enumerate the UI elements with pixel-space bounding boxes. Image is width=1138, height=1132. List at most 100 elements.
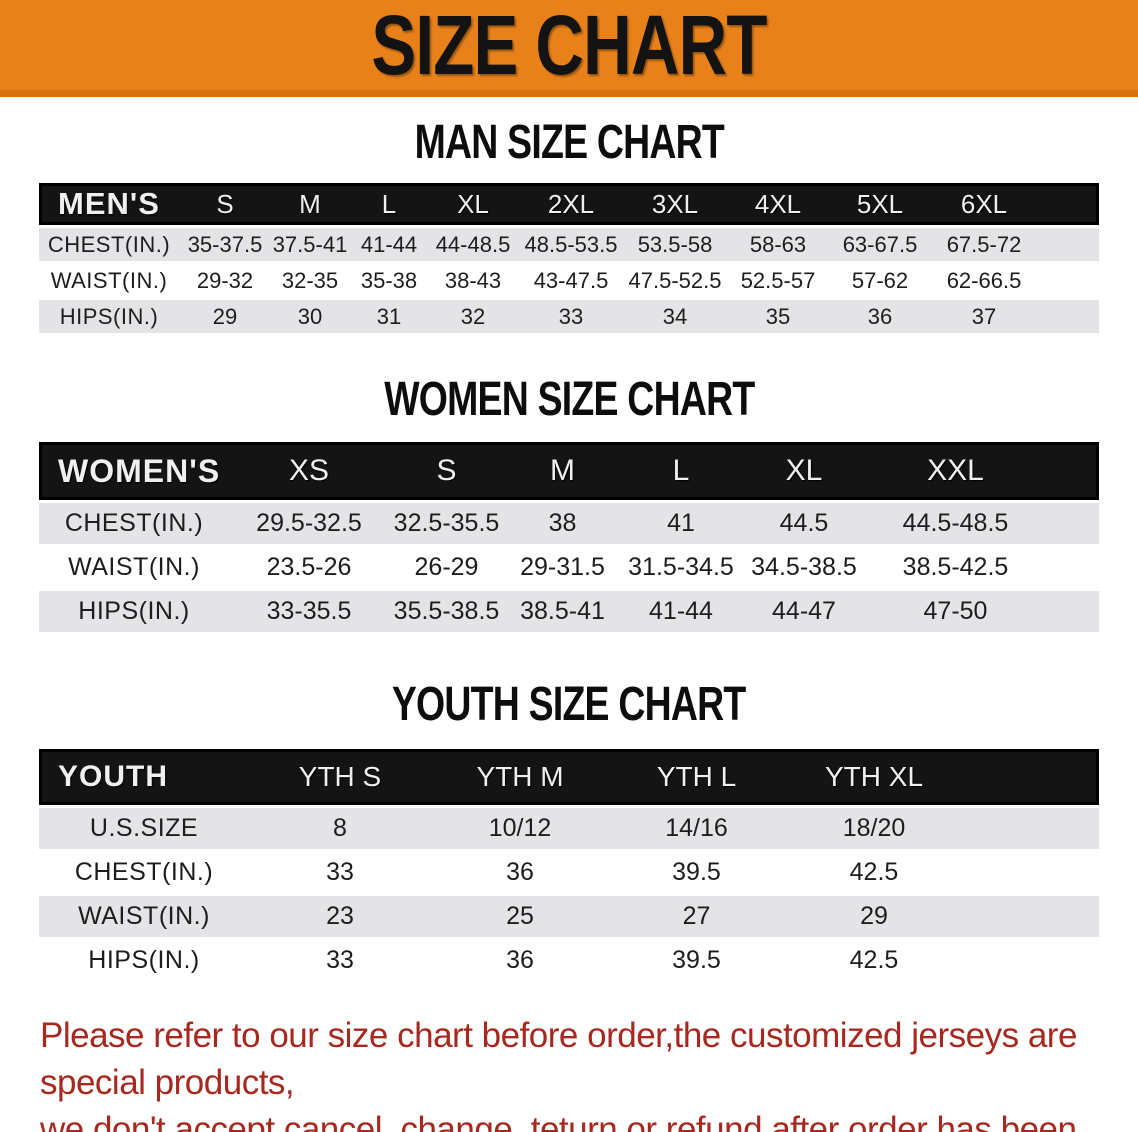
row-label: HIPS(IN.)	[39, 300, 179, 333]
size-value-cell: 52.5-57	[725, 264, 831, 297]
women-section-heading: WOMEN SIZE CHART	[0, 374, 1138, 426]
size-value-cell: 39.5	[609, 852, 784, 893]
size-value-cell: 44-47	[741, 591, 867, 632]
header-spacer	[1044, 442, 1099, 500]
men-size-table: MEN'S S M L XL 2XL 3XL 4XL 5XL 6XL CHEST(IN.) 35-37…	[39, 180, 1099, 336]
size-column-header: M	[504, 442, 621, 500]
row-spacer	[1044, 547, 1099, 588]
header-spacer	[1039, 183, 1099, 225]
row-spacer	[964, 940, 1099, 981]
size-value-cell: 29-32	[179, 264, 271, 297]
table-header-row: WOMEN'S XS S M L XL XXL	[39, 442, 1099, 500]
size-value-cell: 14/16	[609, 808, 784, 849]
table-header-row: YOUTH YTH S YTH M YTH L YTH XL	[39, 749, 1099, 805]
size-value-cell: 33	[249, 940, 431, 981]
size-column-header: XXL	[867, 442, 1044, 500]
size-value-cell: 38	[504, 503, 621, 544]
men-section-heading-text: MAN SIZE CHART	[414, 116, 724, 169]
size-value-cell: 27	[609, 896, 784, 937]
row-label: CHEST(IN.)	[39, 228, 179, 261]
size-chart-banner: SIZE CHART	[0, 0, 1138, 97]
youth-size-chart-section: YOUTH SIZE CHART YOUTH YTH S YTH M YTH L YTH…	[0, 679, 1138, 984]
size-value-cell: 32.5-35.5	[389, 503, 504, 544]
size-value-cell: 29	[784, 896, 964, 937]
size-value-cell: 25	[431, 896, 609, 937]
size-value-cell: 29.5-32.5	[229, 503, 389, 544]
row-label: WAIST(IN.)	[39, 264, 179, 297]
youth-section-heading: YOUTH SIZE CHART	[0, 679, 1138, 731]
men-size-chart-section: MAN SIZE CHART MEN'S S M L XL 2XL 3XL 4XL 5XL 6XL…	[0, 117, 1138, 336]
size-value-cell: 30	[271, 300, 349, 333]
size-value-cell: 35	[725, 300, 831, 333]
row-spacer	[1039, 228, 1099, 261]
table-row: WAIST(IN.) 29-32 32-35 35-38 38-43 43-47.5 47.…	[39, 264, 1099, 297]
row-spacer	[1044, 591, 1099, 632]
youth-size-table: YOUTH YTH S YTH M YTH L YTH XL U.S.SIZE 8 10/12…	[39, 746, 1099, 984]
size-column-header: YTH M	[431, 749, 609, 805]
size-value-cell: 44.5	[741, 503, 867, 544]
row-spacer	[964, 896, 1099, 937]
size-column-header: S	[179, 183, 271, 225]
row-spacer	[1039, 264, 1099, 297]
size-value-cell: 62-66.5	[929, 264, 1039, 297]
size-value-cell: 35-38	[349, 264, 429, 297]
size-column-header: S	[389, 442, 504, 500]
size-value-cell: 31	[349, 300, 429, 333]
table-row: HIPS(IN.) 29 30 31 32 33 34 35 36 37	[39, 300, 1099, 333]
row-spacer	[964, 808, 1099, 849]
women-size-chart-section: WOMEN SIZE CHART WOMEN'S XS S M L XL XXL CHEST(…	[0, 374, 1138, 635]
size-value-cell: 33-35.5	[229, 591, 389, 632]
table-corner-label: YOUTH	[39, 749, 249, 805]
size-value-cell: 10/12	[431, 808, 609, 849]
size-value-cell: 36	[431, 852, 609, 893]
size-value-cell: 26-29	[389, 547, 504, 588]
size-value-cell: 32-35	[271, 264, 349, 297]
table-corner-label: WOMEN'S	[39, 442, 229, 500]
size-value-cell: 23	[249, 896, 431, 937]
size-value-cell: 38-43	[429, 264, 517, 297]
table-row: CHEST(IN.) 29.5-32.5 32.5-35.5 38 41 44.5 44.5…	[39, 503, 1099, 544]
table-row: WAIST(IN.) 23 25 27 29	[39, 896, 1099, 937]
size-value-cell: 41-44	[349, 228, 429, 261]
size-value-cell: 29-31.5	[504, 547, 621, 588]
size-value-cell: 18/20	[784, 808, 964, 849]
size-column-header: 6XL	[929, 183, 1039, 225]
size-value-cell: 32	[429, 300, 517, 333]
row-spacer	[1044, 503, 1099, 544]
size-column-header: XS	[229, 442, 389, 500]
size-value-cell: 44-48.5	[429, 228, 517, 261]
youth-section-heading-text: YOUTH SIZE CHART	[392, 678, 746, 731]
banner-title: SIZE CHART	[371, 0, 767, 92]
size-value-cell: 33	[249, 852, 431, 893]
size-value-cell: 63-67.5	[831, 228, 929, 261]
row-spacer	[964, 852, 1099, 893]
size-value-cell: 37.5-41	[271, 228, 349, 261]
size-column-header: YTH L	[609, 749, 784, 805]
size-value-cell: 41-44	[621, 591, 741, 632]
size-column-header: XL	[741, 442, 867, 500]
size-value-cell: 42.5	[784, 852, 964, 893]
table-row: U.S.SIZE 8 10/12 14/16 18/20	[39, 808, 1099, 849]
size-column-header: 3XL	[625, 183, 725, 225]
row-label: HIPS(IN.)	[39, 940, 249, 981]
size-value-cell: 36	[431, 940, 609, 981]
size-value-cell: 35-37.5	[179, 228, 271, 261]
size-value-cell: 33	[517, 300, 625, 333]
size-value-cell: 36	[831, 300, 929, 333]
size-value-cell: 8	[249, 808, 431, 849]
size-value-cell: 67.5-72	[929, 228, 1039, 261]
size-column-header: 2XL	[517, 183, 625, 225]
row-spacer	[1039, 300, 1099, 333]
size-value-cell: 37	[929, 300, 1039, 333]
size-column-header: YTH XL	[784, 749, 964, 805]
women-section-heading-text: WOMEN SIZE CHART	[383, 373, 755, 426]
size-value-cell: 39.5	[609, 940, 784, 981]
size-column-header: YTH S	[249, 749, 431, 805]
table-header-row: MEN'S S M L XL 2XL 3XL 4XL 5XL 6XL	[39, 183, 1099, 225]
size-value-cell: 38.5-42.5	[867, 547, 1044, 588]
size-value-cell: 23.5-26	[229, 547, 389, 588]
size-value-cell: 48.5-53.5	[517, 228, 625, 261]
row-label: U.S.SIZE	[39, 808, 249, 849]
disclaimer-line-2: we don't accept cancel, change, teturn o…	[40, 1110, 1077, 1132]
row-label: WAIST(IN.)	[39, 896, 249, 937]
